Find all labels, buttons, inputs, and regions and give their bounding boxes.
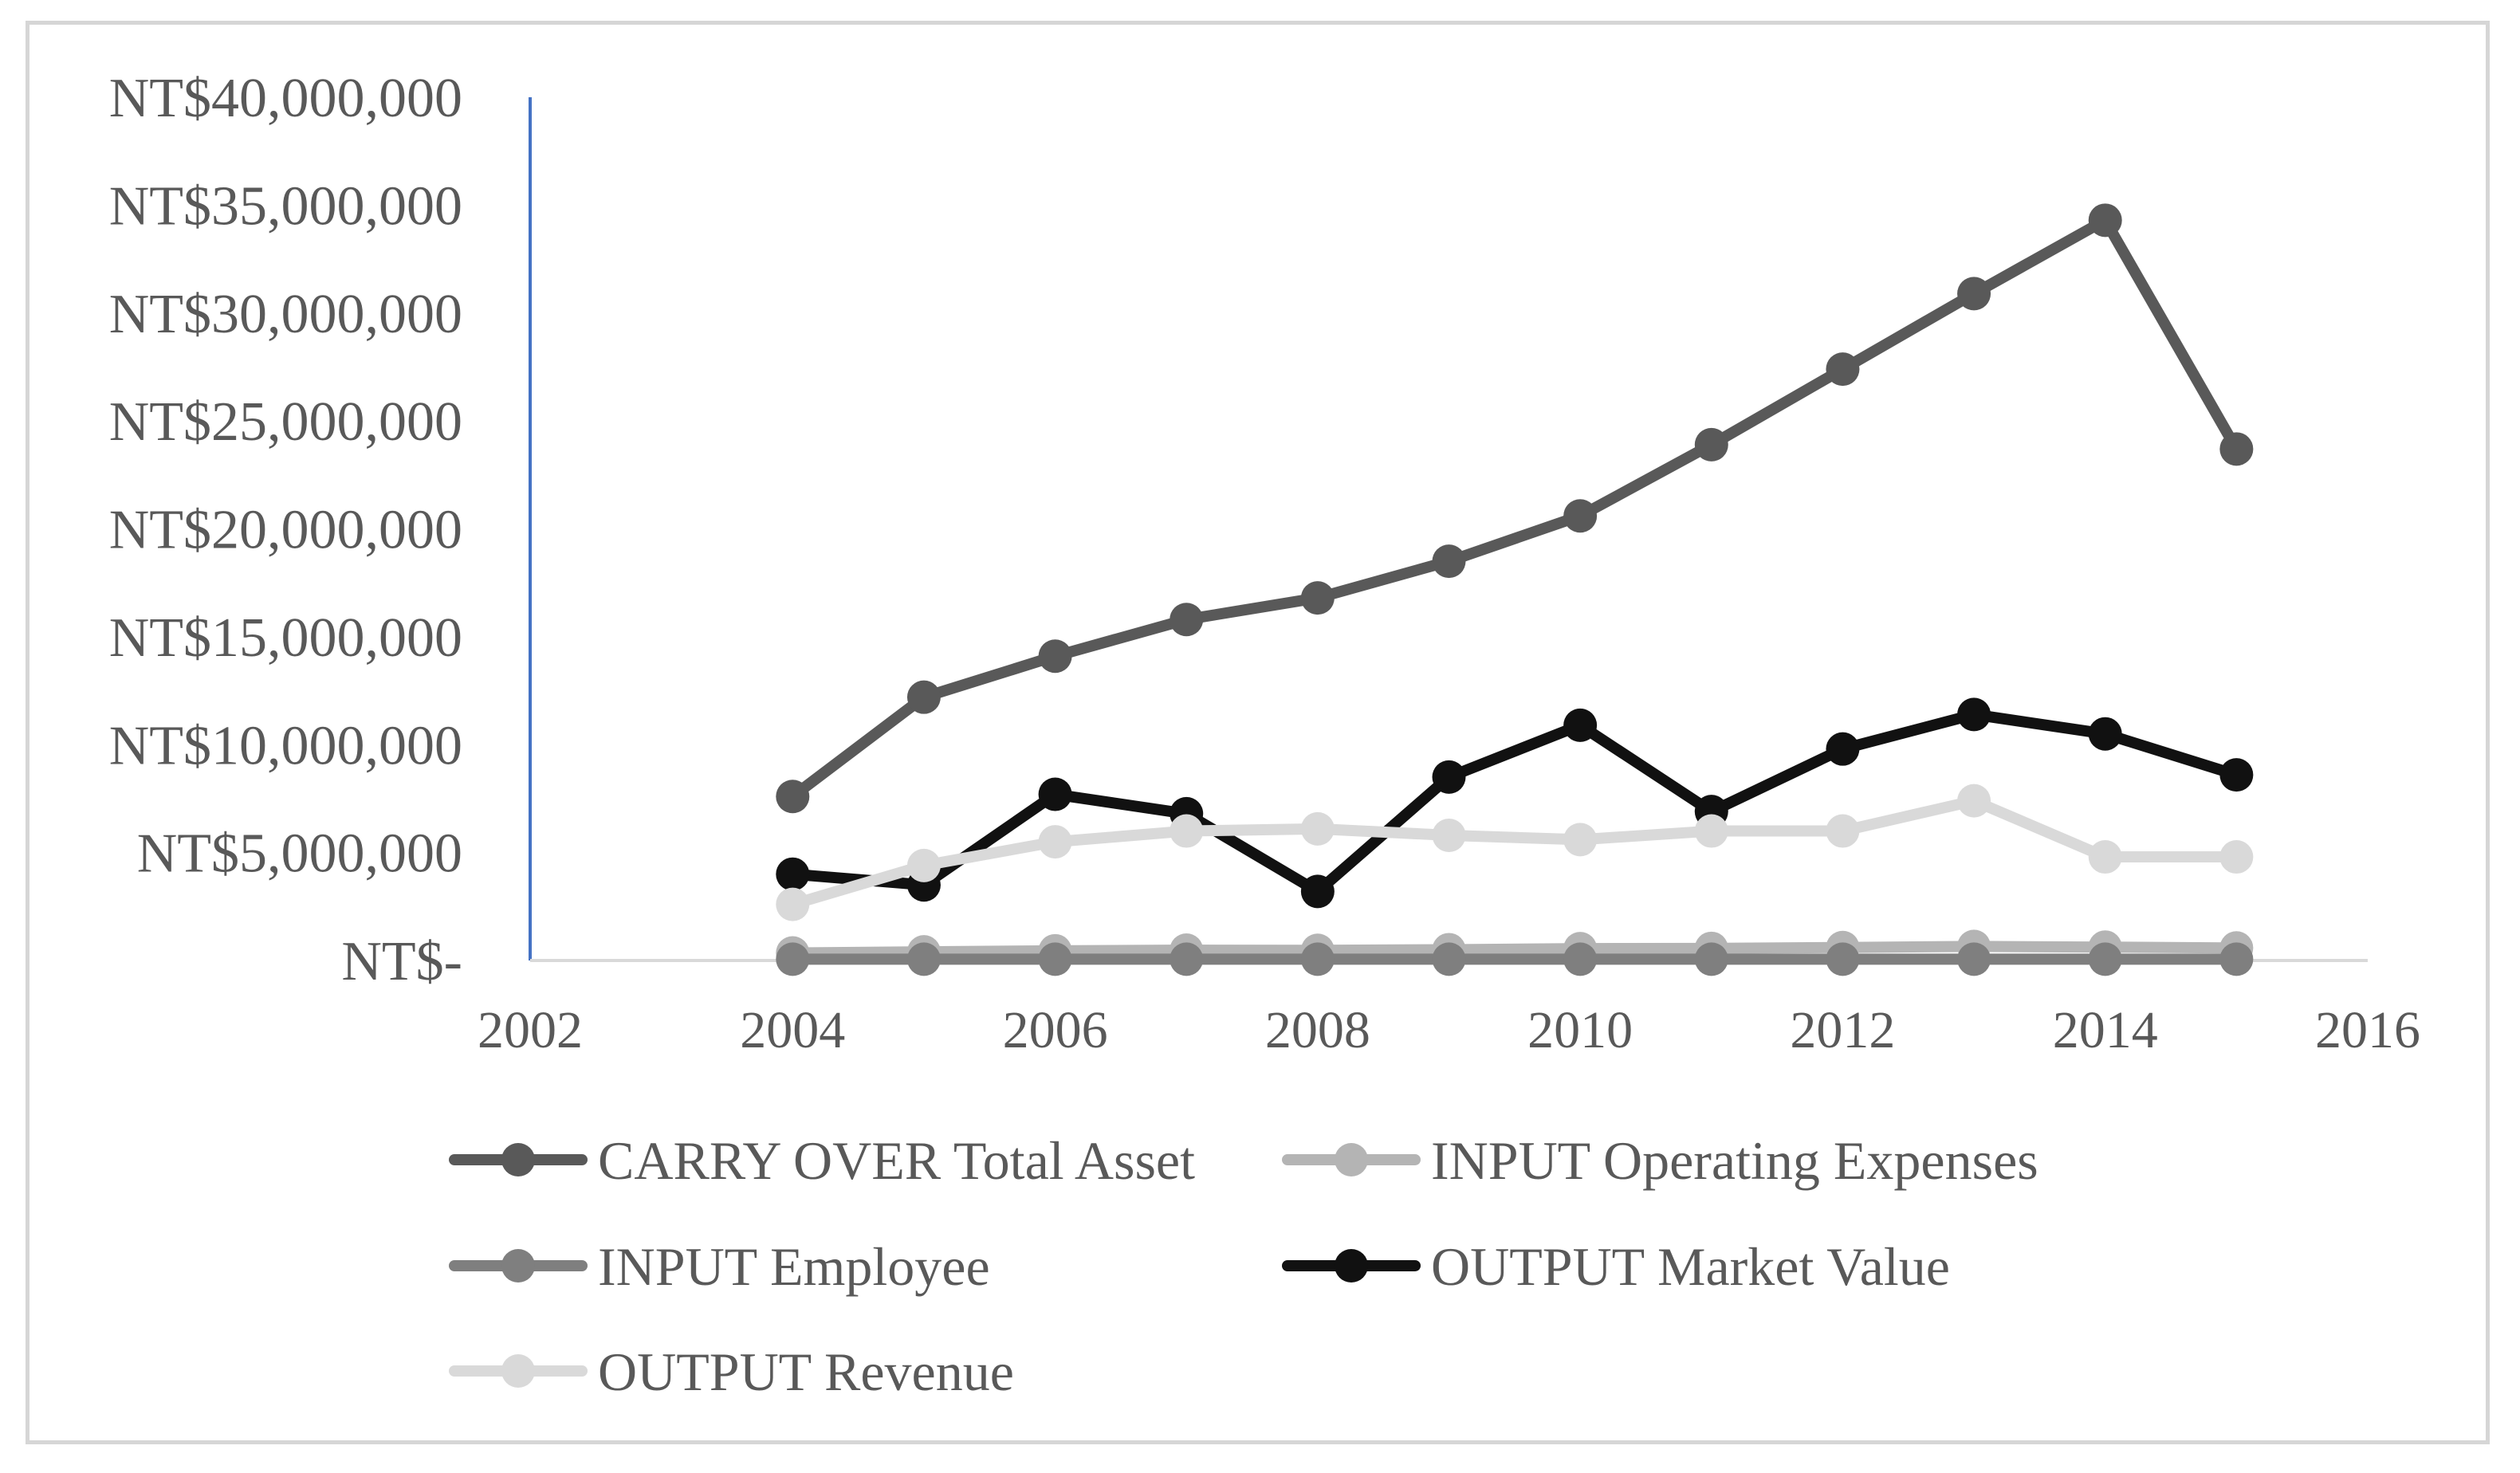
legend-swatch-marker — [1335, 1249, 1368, 1282]
data-point — [1170, 942, 1204, 976]
data-point — [1957, 942, 1991, 976]
data-point — [1432, 942, 1466, 976]
series-line — [787, 709, 2243, 898]
data-point — [1038, 825, 1072, 859]
data-point — [776, 857, 810, 891]
data-point — [906, 848, 941, 882]
legend-label: OUTPUT Revenue — [598, 1341, 1014, 1402]
legend: CARRY OVER Total Asset INPUT Operating Ex… — [449, 1130, 2038, 1402]
data-point — [1563, 499, 1598, 533]
y-tick-label: NT$20,000,000 — [109, 500, 462, 561]
legend-item: CARRY OVER Total Asset — [449, 1130, 1195, 1191]
data-point — [2088, 942, 2122, 976]
x-tick-label: 2012 — [1790, 1001, 1895, 1059]
y-tick-label: NT$40,000,000 — [109, 68, 462, 129]
legend-item: OUTPUT Revenue — [449, 1341, 1014, 1402]
data-point — [1170, 814, 1204, 848]
series-line — [787, 214, 2243, 803]
x-tick-label: 2010 — [1527, 1001, 1633, 1059]
legend-label: CARRY OVER Total Asset — [598, 1130, 1195, 1191]
x-tick-label: 2004 — [740, 1001, 845, 1059]
y-tick-label: NT$10,000,000 — [109, 715, 462, 776]
data-point — [1038, 942, 1072, 976]
data-point — [776, 780, 810, 814]
data-point — [1694, 942, 1728, 976]
legend-item: INPUT Employee — [449, 1236, 990, 1297]
y-tick-label: NT$35,000,000 — [109, 175, 462, 237]
series-line — [787, 941, 2243, 959]
legend-swatch-marker — [501, 1249, 535, 1282]
legend-item: OUTPUT Market Value — [1282, 1236, 1950, 1297]
y-tick-label: NT$30,000,000 — [109, 284, 462, 345]
data-point — [1694, 814, 1728, 848]
data-point — [1563, 823, 1598, 857]
data-point — [1957, 784, 1991, 818]
series-lines — [776, 203, 2254, 976]
data-point — [2219, 432, 2254, 466]
y-tick-label: NT$5,000,000 — [137, 823, 462, 885]
x-tick-label: 2008 — [1265, 1001, 1370, 1059]
data-point — [1826, 732, 1860, 766]
data-point — [1826, 942, 1860, 976]
x-tick-label: 2006 — [1003, 1001, 1108, 1059]
data-point — [1826, 814, 1860, 848]
data-point — [1300, 581, 1335, 615]
series-line — [787, 795, 2243, 910]
data-point — [1694, 427, 1728, 462]
data-point — [2088, 840, 2122, 874]
data-point — [2088, 203, 2122, 238]
data-point — [2219, 758, 2254, 792]
data-point — [1432, 760, 1466, 794]
data-point — [1300, 942, 1335, 976]
data-point — [906, 680, 941, 714]
x-tick-label: 2014 — [2053, 1001, 2158, 1059]
y-tick-label: NT$15,000,000 — [109, 607, 462, 669]
data-point — [776, 942, 810, 976]
data-point — [1957, 277, 1991, 311]
data-point — [1300, 874, 1335, 909]
x-tick-label: 2016 — [2315, 1001, 2420, 1059]
chart-frame — [26, 21, 2490, 1444]
data-point — [1038, 639, 1072, 674]
data-point — [1563, 942, 1598, 976]
data-point — [1300, 811, 1335, 846]
data-point — [1432, 818, 1466, 852]
legend-label: OUTPUT Market Value — [1431, 1236, 1950, 1297]
data-point — [2219, 840, 2254, 874]
legend-label: INPUT Employee — [598, 1236, 990, 1297]
data-point — [1563, 708, 1598, 742]
legend-label: INPUT Operating Expenses — [1431, 1130, 2038, 1191]
series-output-revenue — [776, 784, 2254, 921]
data-point — [2219, 942, 2254, 976]
legend-swatch-marker — [1335, 1143, 1368, 1176]
series-input-employee — [776, 942, 2254, 976]
data-point — [776, 887, 810, 921]
legend-swatch-marker — [501, 1354, 535, 1388]
axes: NT$- NT$5,000,000 NT$10,000,000 NT$15,000,0… — [109, 68, 2420, 1059]
data-point — [2088, 717, 2122, 751]
y-tick-label: NT$- — [341, 931, 462, 992]
data-point — [1826, 352, 1860, 387]
series-output-market-value — [776, 697, 2254, 909]
data-point — [906, 942, 941, 976]
data-point — [1957, 697, 1991, 732]
legend-item: INPUT Operating Expenses — [1282, 1130, 2038, 1191]
data-point — [1170, 603, 1204, 637]
y-tick-label: NT$25,000,000 — [109, 391, 462, 453]
legend-swatch-marker — [501, 1143, 535, 1176]
data-point — [1038, 777, 1072, 811]
x-tick-label: 2002 — [478, 1001, 583, 1059]
data-point — [1432, 544, 1466, 579]
series-carry-over-total-asset — [776, 203, 2254, 814]
